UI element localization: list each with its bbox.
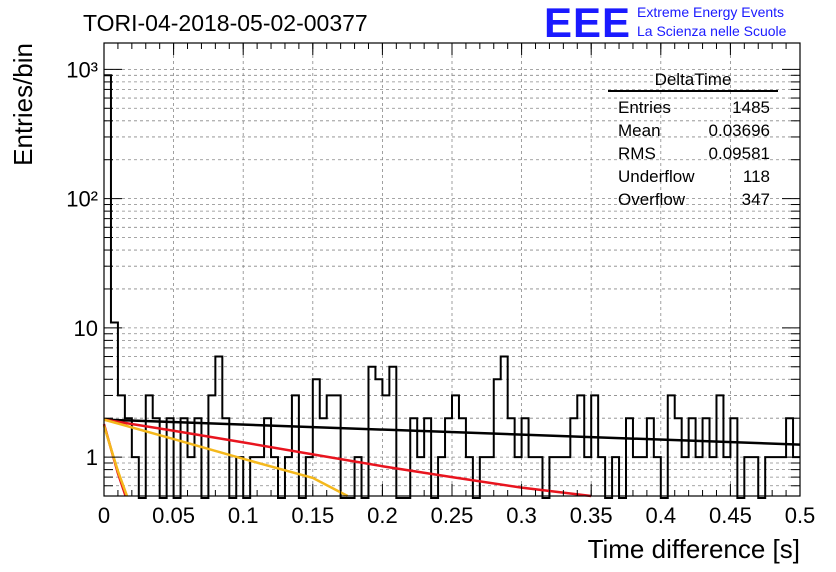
eee-logo: EEE — [544, 0, 632, 46]
x-tick-label: 0.05 — [152, 503, 195, 528]
x-tick-label: 0.15 — [291, 503, 334, 528]
x-tick-label: 0.35 — [570, 503, 613, 528]
histogram-bin — [716, 395, 723, 496]
histogram-bin — [208, 395, 215, 496]
stats-value: 347 — [741, 190, 770, 209]
stats-label: Overflow — [618, 190, 686, 209]
fit-curve — [102, 425, 129, 497]
stats-row: Underflow 118 — [608, 165, 778, 188]
stats-row: Entries 1485 — [608, 96, 778, 119]
histogram-bin — [591, 395, 598, 496]
histogram-bin — [146, 395, 153, 496]
histogram-bin — [501, 357, 508, 496]
histogram-bin — [327, 395, 334, 496]
x-tick-label: 0.2 — [367, 503, 398, 528]
stats-label: Underflow — [618, 167, 695, 186]
y-tick-label: 10³ — [66, 57, 98, 82]
histogram-layer — [104, 74, 800, 499]
fit-curve — [103, 418, 349, 498]
histogram-bin — [389, 367, 396, 496]
histogram-bin — [375, 379, 382, 496]
stats-value: 0.03696 — [708, 121, 770, 140]
stats-row: RMS 0.09581 — [608, 142, 778, 165]
axis-ticks — [103, 43, 801, 496]
x-tick-label: 0.25 — [431, 503, 474, 528]
x-tick-label: 0.4 — [646, 503, 677, 528]
histogram-bin — [577, 395, 584, 496]
stats-row: Mean 0.03696 — [608, 119, 778, 142]
x-tick-label: 0.45 — [709, 503, 752, 528]
tick-labels: 0 0.05 0.1 0.15 0.2 0.25 0.3 0.35 0.4 0.45 0.5 1 10 1… — [66, 57, 815, 528]
y-tick-label: 10² — [66, 187, 98, 212]
chart-title: TORI-04-2018-05-02-00377 — [83, 10, 368, 36]
stats-label: Mean — [618, 121, 661, 140]
stats-value: 0.09581 — [708, 144, 770, 163]
histogram-bin — [452, 395, 459, 496]
stats-row: Overflow 347 — [608, 188, 778, 211]
histogram-bin — [292, 395, 299, 496]
logo-line-2: La Scienza nelle Scuole — [637, 23, 787, 39]
histogram-bin — [334, 395, 341, 496]
stats-value: 118 — [742, 167, 770, 186]
logo-line-1: Extreme Energy Events — [637, 4, 785, 20]
stats-value: 1485 — [732, 98, 770, 117]
y-tick-label: 1 — [86, 445, 98, 470]
y-tick-label: 10 — [74, 316, 98, 341]
fit-curves — [102, 418, 801, 498]
x-tick-label: 0.1 — [228, 503, 259, 528]
stats-label: RMS — [618, 144, 656, 163]
histogram-bin — [368, 367, 375, 496]
histogram-bin — [215, 357, 222, 496]
stats-label: Entries — [618, 98, 671, 117]
x-tick-label: 0.3 — [506, 503, 537, 528]
histogram-bin — [668, 395, 675, 496]
x-axis-label: Time difference [s] — [588, 534, 800, 564]
grid-lines — [104, 43, 800, 496]
fit-curve — [103, 418, 801, 446]
stats-title: DeltaTime — [608, 70, 778, 92]
y-axis-label: Entries/bin — [8, 43, 38, 166]
fit-curve — [103, 418, 592, 498]
x-tick-label: 0.5 — [785, 503, 816, 528]
histogram-outline — [104, 74, 800, 499]
histogram-bin — [494, 379, 501, 496]
x-tick-label: 0 — [98, 503, 110, 528]
histogram-bin — [382, 395, 389, 496]
stats-box: DeltaTime Entries 1485 Mean 0.03696 RMS … — [608, 70, 778, 211]
